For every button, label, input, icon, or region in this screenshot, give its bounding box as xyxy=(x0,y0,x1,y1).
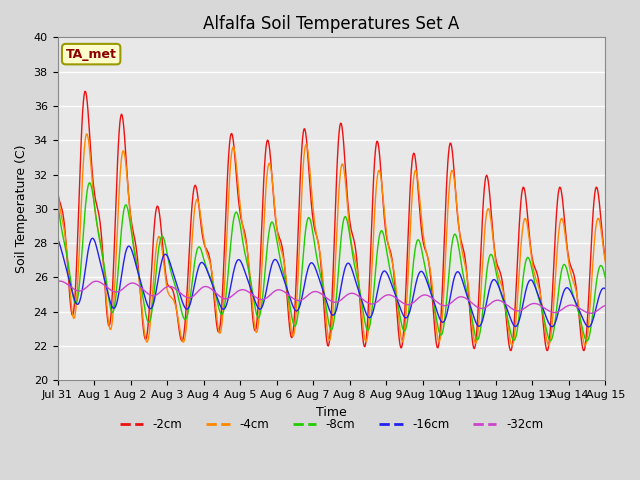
-2cm xyxy=(531,264,538,270)
Line: -32cm: -32cm xyxy=(58,281,606,313)
Legend: -2cm, -4cm, -8cm, -16cm, -32cm: -2cm, -4cm, -8cm, -16cm, -32cm xyxy=(115,414,548,436)
-2cm xyxy=(54,188,61,194)
-16cm xyxy=(292,308,300,313)
-2cm xyxy=(543,348,551,353)
-16cm xyxy=(470,314,477,320)
-4cm xyxy=(470,334,477,340)
-16cm xyxy=(54,236,61,242)
-4cm xyxy=(83,131,90,137)
-4cm xyxy=(602,264,610,270)
-16cm xyxy=(89,235,97,241)
-2cm xyxy=(598,231,606,237)
-32cm xyxy=(196,286,204,292)
-4cm xyxy=(196,213,204,218)
Title: Alfalfa Soil Temperatures Set A: Alfalfa Soil Temperatures Set A xyxy=(204,15,460,33)
-8cm xyxy=(86,180,93,186)
-8cm xyxy=(583,338,591,344)
-2cm xyxy=(173,310,181,316)
Y-axis label: Soil Temperature (C): Soil Temperature (C) xyxy=(15,144,28,273)
-2cm xyxy=(81,88,89,94)
Text: TA_met: TA_met xyxy=(66,48,116,60)
X-axis label: Time: Time xyxy=(316,406,347,419)
-2cm xyxy=(470,345,477,351)
-16cm xyxy=(173,282,181,288)
-4cm xyxy=(598,236,606,242)
Line: -8cm: -8cm xyxy=(58,183,606,341)
-8cm xyxy=(470,325,477,331)
-4cm xyxy=(508,342,516,348)
-32cm xyxy=(587,311,595,316)
-32cm xyxy=(173,287,181,293)
-2cm xyxy=(292,290,300,296)
-16cm xyxy=(598,286,606,292)
-16cm xyxy=(585,324,593,330)
-32cm xyxy=(292,297,300,303)
-8cm xyxy=(292,323,300,328)
-32cm xyxy=(54,279,61,285)
-4cm xyxy=(292,316,300,322)
-8cm xyxy=(531,279,538,285)
-4cm xyxy=(173,309,181,315)
-32cm xyxy=(602,302,610,308)
-16cm xyxy=(196,260,204,266)
-2cm xyxy=(602,259,610,265)
Line: -16cm: -16cm xyxy=(58,238,606,327)
-32cm xyxy=(470,301,477,307)
-8cm xyxy=(598,264,606,270)
-16cm xyxy=(602,287,610,293)
-32cm xyxy=(56,278,63,284)
-4cm xyxy=(531,275,539,280)
-8cm xyxy=(196,246,204,252)
-32cm xyxy=(598,304,606,310)
Line: -2cm: -2cm xyxy=(58,91,606,350)
-8cm xyxy=(54,199,61,205)
-16cm xyxy=(531,282,538,288)
-8cm xyxy=(602,278,610,284)
-32cm xyxy=(531,300,538,306)
-8cm xyxy=(173,289,181,295)
-2cm xyxy=(196,218,204,224)
-4cm xyxy=(54,185,61,191)
Line: -4cm: -4cm xyxy=(58,134,606,345)
